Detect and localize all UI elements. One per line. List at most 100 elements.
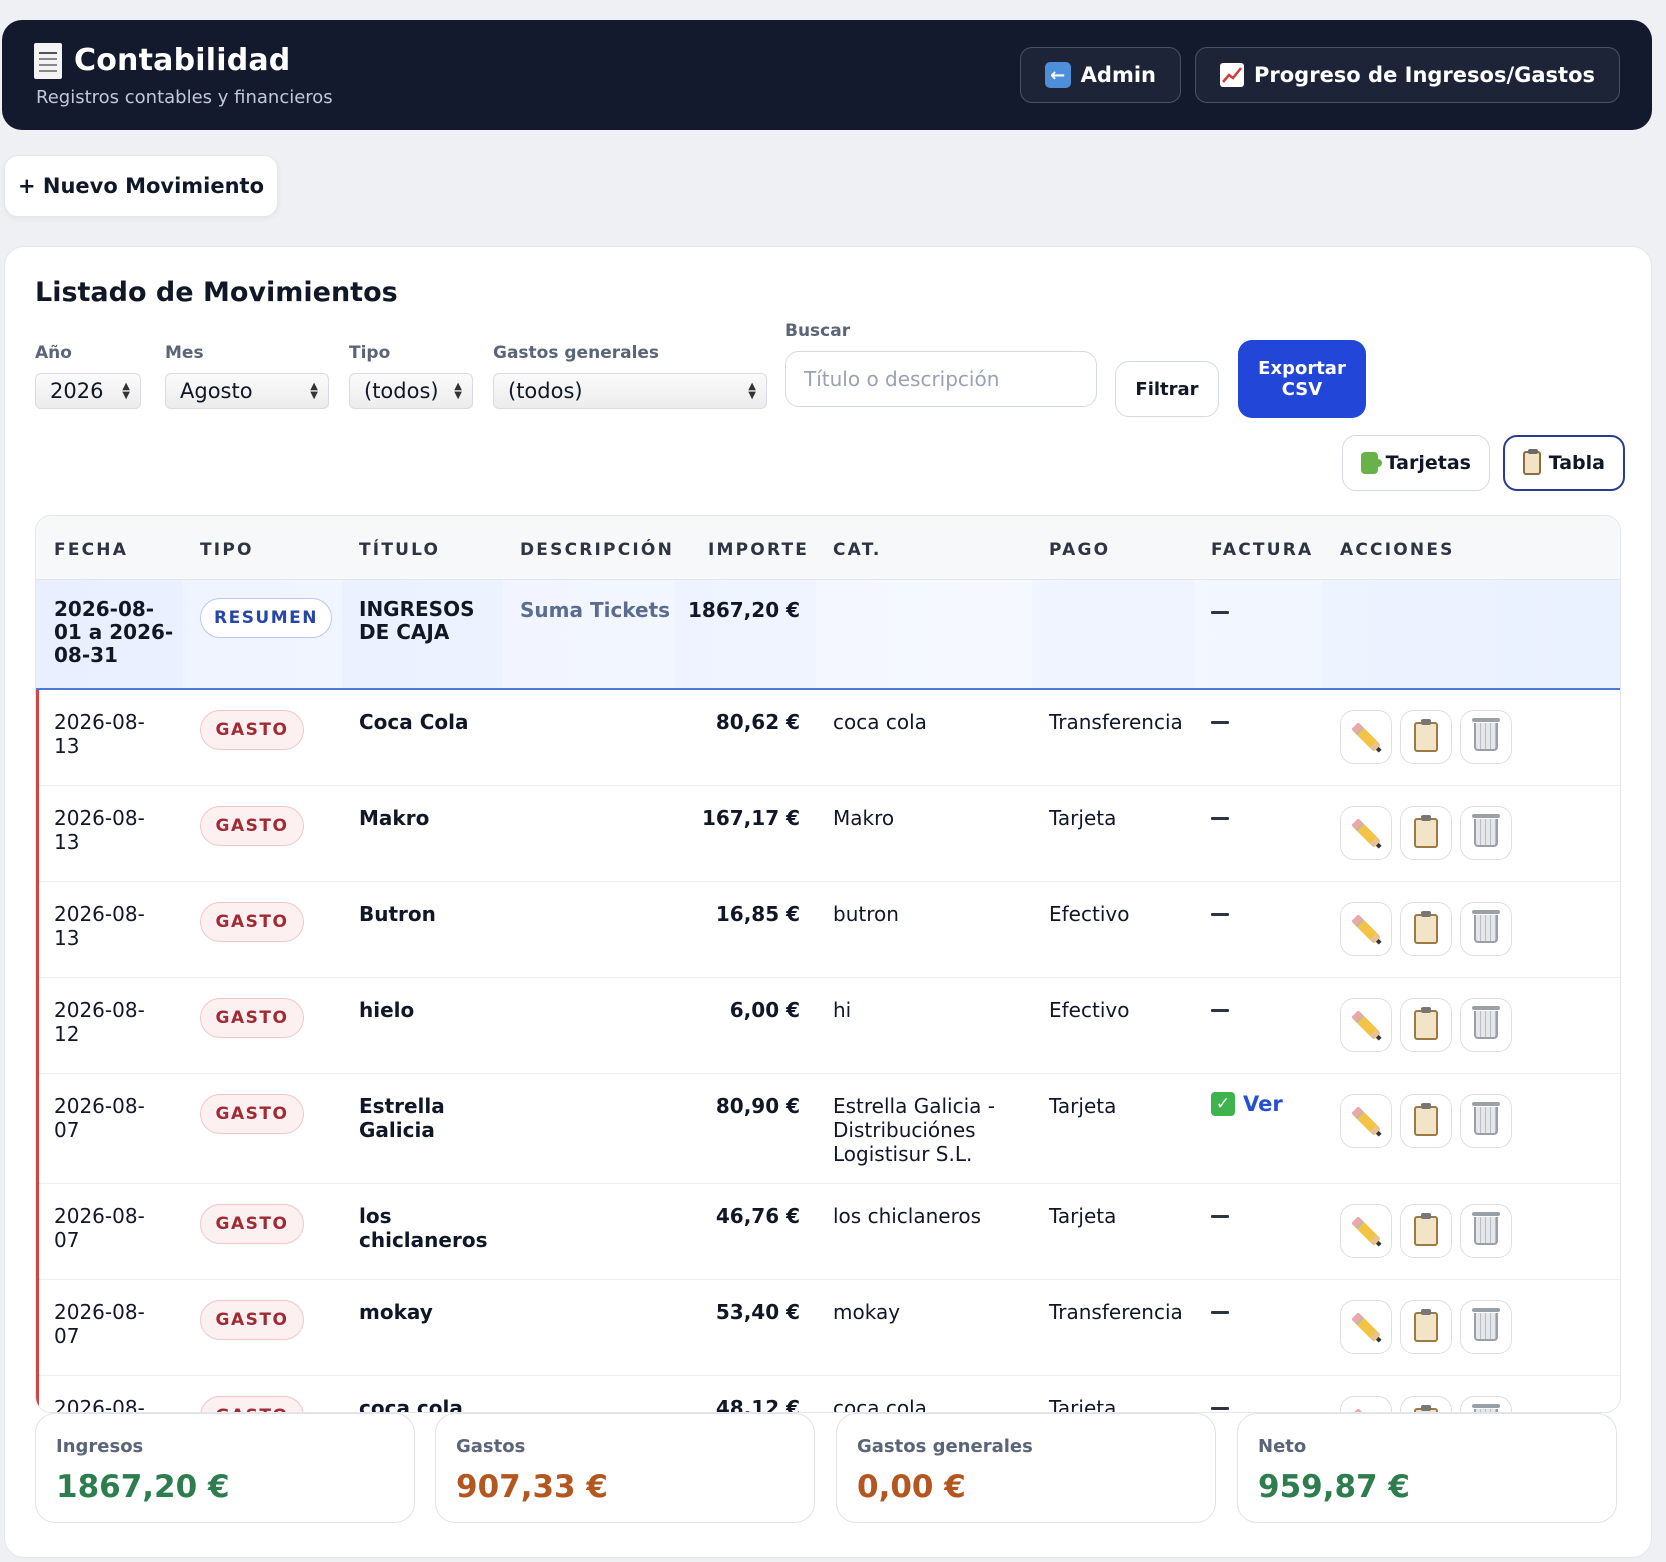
expense-card: Gastos 907,33 €: [435, 1413, 815, 1523]
trash-icon: [1472, 814, 1500, 847]
clipboard-icon: [1414, 911, 1438, 944]
net-card: Neto 959,87 €: [1237, 1413, 1617, 1523]
row-payment: Tarjeta: [1049, 1204, 1117, 1228]
month-select[interactable]: Agosto ▲ ▼: [165, 373, 329, 409]
row-date: 2026-08-: [54, 1396, 145, 1413]
row-type-badge: GASTO: [200, 998, 304, 1038]
edit-button[interactable]: [1340, 1396, 1392, 1412]
net-value: 959,87 €: [1258, 1469, 1410, 1505]
row-title: Makro: [359, 806, 430, 830]
edit-button[interactable]: [1340, 1094, 1392, 1148]
income-card: Ingresos 1867,20 €: [35, 1413, 415, 1523]
pencil-icon: [1351, 914, 1381, 944]
row-invoice-dash: [1211, 817, 1229, 820]
view-cards-button[interactable]: Tarjetas: [1342, 435, 1490, 491]
general-expense-label: Gastos generales: [857, 1436, 1033, 1457]
new-movement-button[interactable]: + Nuevo Movimiento: [4, 155, 278, 217]
chart-up-icon: [1220, 63, 1244, 87]
row-amount: 53,40 €: [715, 1300, 800, 1324]
view-invoice-label: Ver: [1243, 1092, 1283, 1116]
row-invoice-dash: [1211, 1311, 1229, 1314]
pencil-icon: [1351, 1312, 1381, 1342]
search-input[interactable]: [785, 351, 1097, 407]
summary-amount: 1867,20 €: [688, 598, 800, 622]
general-expenses-filter: Gastos generales (todos) ▲ ▼: [493, 343, 767, 409]
row-category: mokay: [833, 1300, 901, 1324]
delete-button[interactable]: [1460, 1300, 1512, 1354]
row-date: 2026-08- 07: [54, 1204, 145, 1252]
row-payment: Tarjeta: [1049, 806, 1117, 830]
row-title: hielo: [359, 998, 415, 1022]
trash-icon: [1472, 910, 1500, 943]
duplicate-button[interactable]: [1400, 902, 1452, 956]
table-row: 2026-08- 13 GASTO Makro 167,17 € Makro Tarjeta: [39, 786, 1620, 882]
row-amount: 80,90 €: [715, 1094, 800, 1118]
duplicate-button[interactable]: [1400, 1396, 1452, 1412]
row-category: los chiclaneros: [833, 1204, 982, 1228]
income-label: Ingresos: [56, 1436, 144, 1457]
chevron-updown-icon: ▲ ▼: [454, 381, 462, 401]
admin-button[interactable]: ← Admin: [1019, 47, 1181, 103]
pencil-icon: [1351, 818, 1381, 848]
delete-button[interactable]: [1460, 1396, 1512, 1412]
type-label: Tipo: [349, 343, 391, 363]
app-header: Contabilidad Registros contables y finan…: [2, 20, 1652, 130]
view-table-button[interactable]: Tabla: [1503, 435, 1625, 491]
table-body: 2026-08- 13 GASTO Coca Cola 80,62 € coca cola…: [36, 690, 1620, 1413]
edit-button[interactable]: [1340, 998, 1392, 1052]
row-category: coca cola: [833, 710, 927, 734]
delete-button[interactable]: [1460, 902, 1512, 956]
type-select[interactable]: (todos) ▲ ▼: [349, 373, 473, 409]
row-type-badge: GASTO: [200, 1094, 304, 1134]
filter-button[interactable]: Filtrar: [1115, 361, 1219, 417]
row-date: 2026-08- 13: [54, 806, 145, 854]
general-expenses-label: Gastos generales: [493, 343, 660, 363]
view-invoice-link[interactable]: ✓ Ver: [1211, 1092, 1283, 1116]
edit-button[interactable]: [1340, 710, 1392, 764]
clipboard-icon: [1414, 1213, 1438, 1246]
row-payment: Transferencia: [1049, 1300, 1183, 1324]
duplicate-button[interactable]: [1400, 806, 1452, 860]
delete-button[interactable]: [1460, 1204, 1512, 1258]
view-table-label: Tabla: [1548, 452, 1605, 474]
row-amount: 16,85 €: [715, 902, 800, 926]
delete-button[interactable]: [1460, 806, 1512, 860]
delete-button[interactable]: [1460, 998, 1512, 1052]
row-category: Estrella Galicia - Distribuciónes Logistis…: [833, 1094, 995, 1166]
edit-button[interactable]: [1340, 1204, 1392, 1258]
brand: Contabilidad Registros contables y finan…: [34, 42, 333, 108]
row-amount: 80,62 €: [715, 710, 800, 734]
progress-button[interactable]: Progreso de Ingresos/Gastos: [1195, 47, 1620, 103]
row-title: los chiclaneros: [359, 1204, 488, 1252]
row-type-badge: GASTO: [200, 1300, 304, 1340]
row-invoice-dash: [1211, 721, 1229, 724]
row-title: coca cola: [359, 1396, 463, 1413]
row-type-badge: GASTO: [200, 1396, 304, 1412]
duplicate-button[interactable]: [1400, 710, 1452, 764]
edit-button[interactable]: [1340, 902, 1392, 956]
duplicate-button[interactable]: [1400, 1204, 1452, 1258]
duplicate-button[interactable]: [1400, 998, 1452, 1052]
row-title: Estrella Galicia: [359, 1094, 445, 1142]
table-row: 2026-08- GASTO coca cola 48,12 € coca cola Ta…: [39, 1376, 1620, 1413]
delete-button[interactable]: [1460, 1094, 1512, 1148]
summary-description: Suma Tickets: [520, 598, 671, 622]
duplicate-button[interactable]: [1400, 1300, 1452, 1354]
trash-icon: [1472, 718, 1500, 751]
row-category: butron: [833, 902, 899, 926]
expense-value: 907,33 €: [456, 1469, 608, 1505]
row-invoice-dash: [1211, 1215, 1229, 1218]
row-payment: Transferencia: [1049, 710, 1183, 734]
header-cat: CAT.: [833, 540, 882, 560]
duplicate-button[interactable]: [1400, 1094, 1452, 1148]
edit-button[interactable]: [1340, 1300, 1392, 1354]
arrow-left-icon: ←: [1044, 62, 1071, 88]
trash-icon: [1472, 1404, 1500, 1412]
row-payment: Tarjeta: [1049, 1396, 1117, 1413]
header-importe: IMPORTE: [708, 540, 810, 560]
export-csv-button[interactable]: Exportar CSV: [1238, 340, 1366, 418]
edit-button[interactable]: [1340, 806, 1392, 860]
year-select[interactable]: 2026 ▲ ▼: [35, 373, 141, 409]
delete-button[interactable]: [1460, 710, 1512, 764]
general-expenses-select[interactable]: (todos) ▲ ▼: [493, 373, 767, 409]
